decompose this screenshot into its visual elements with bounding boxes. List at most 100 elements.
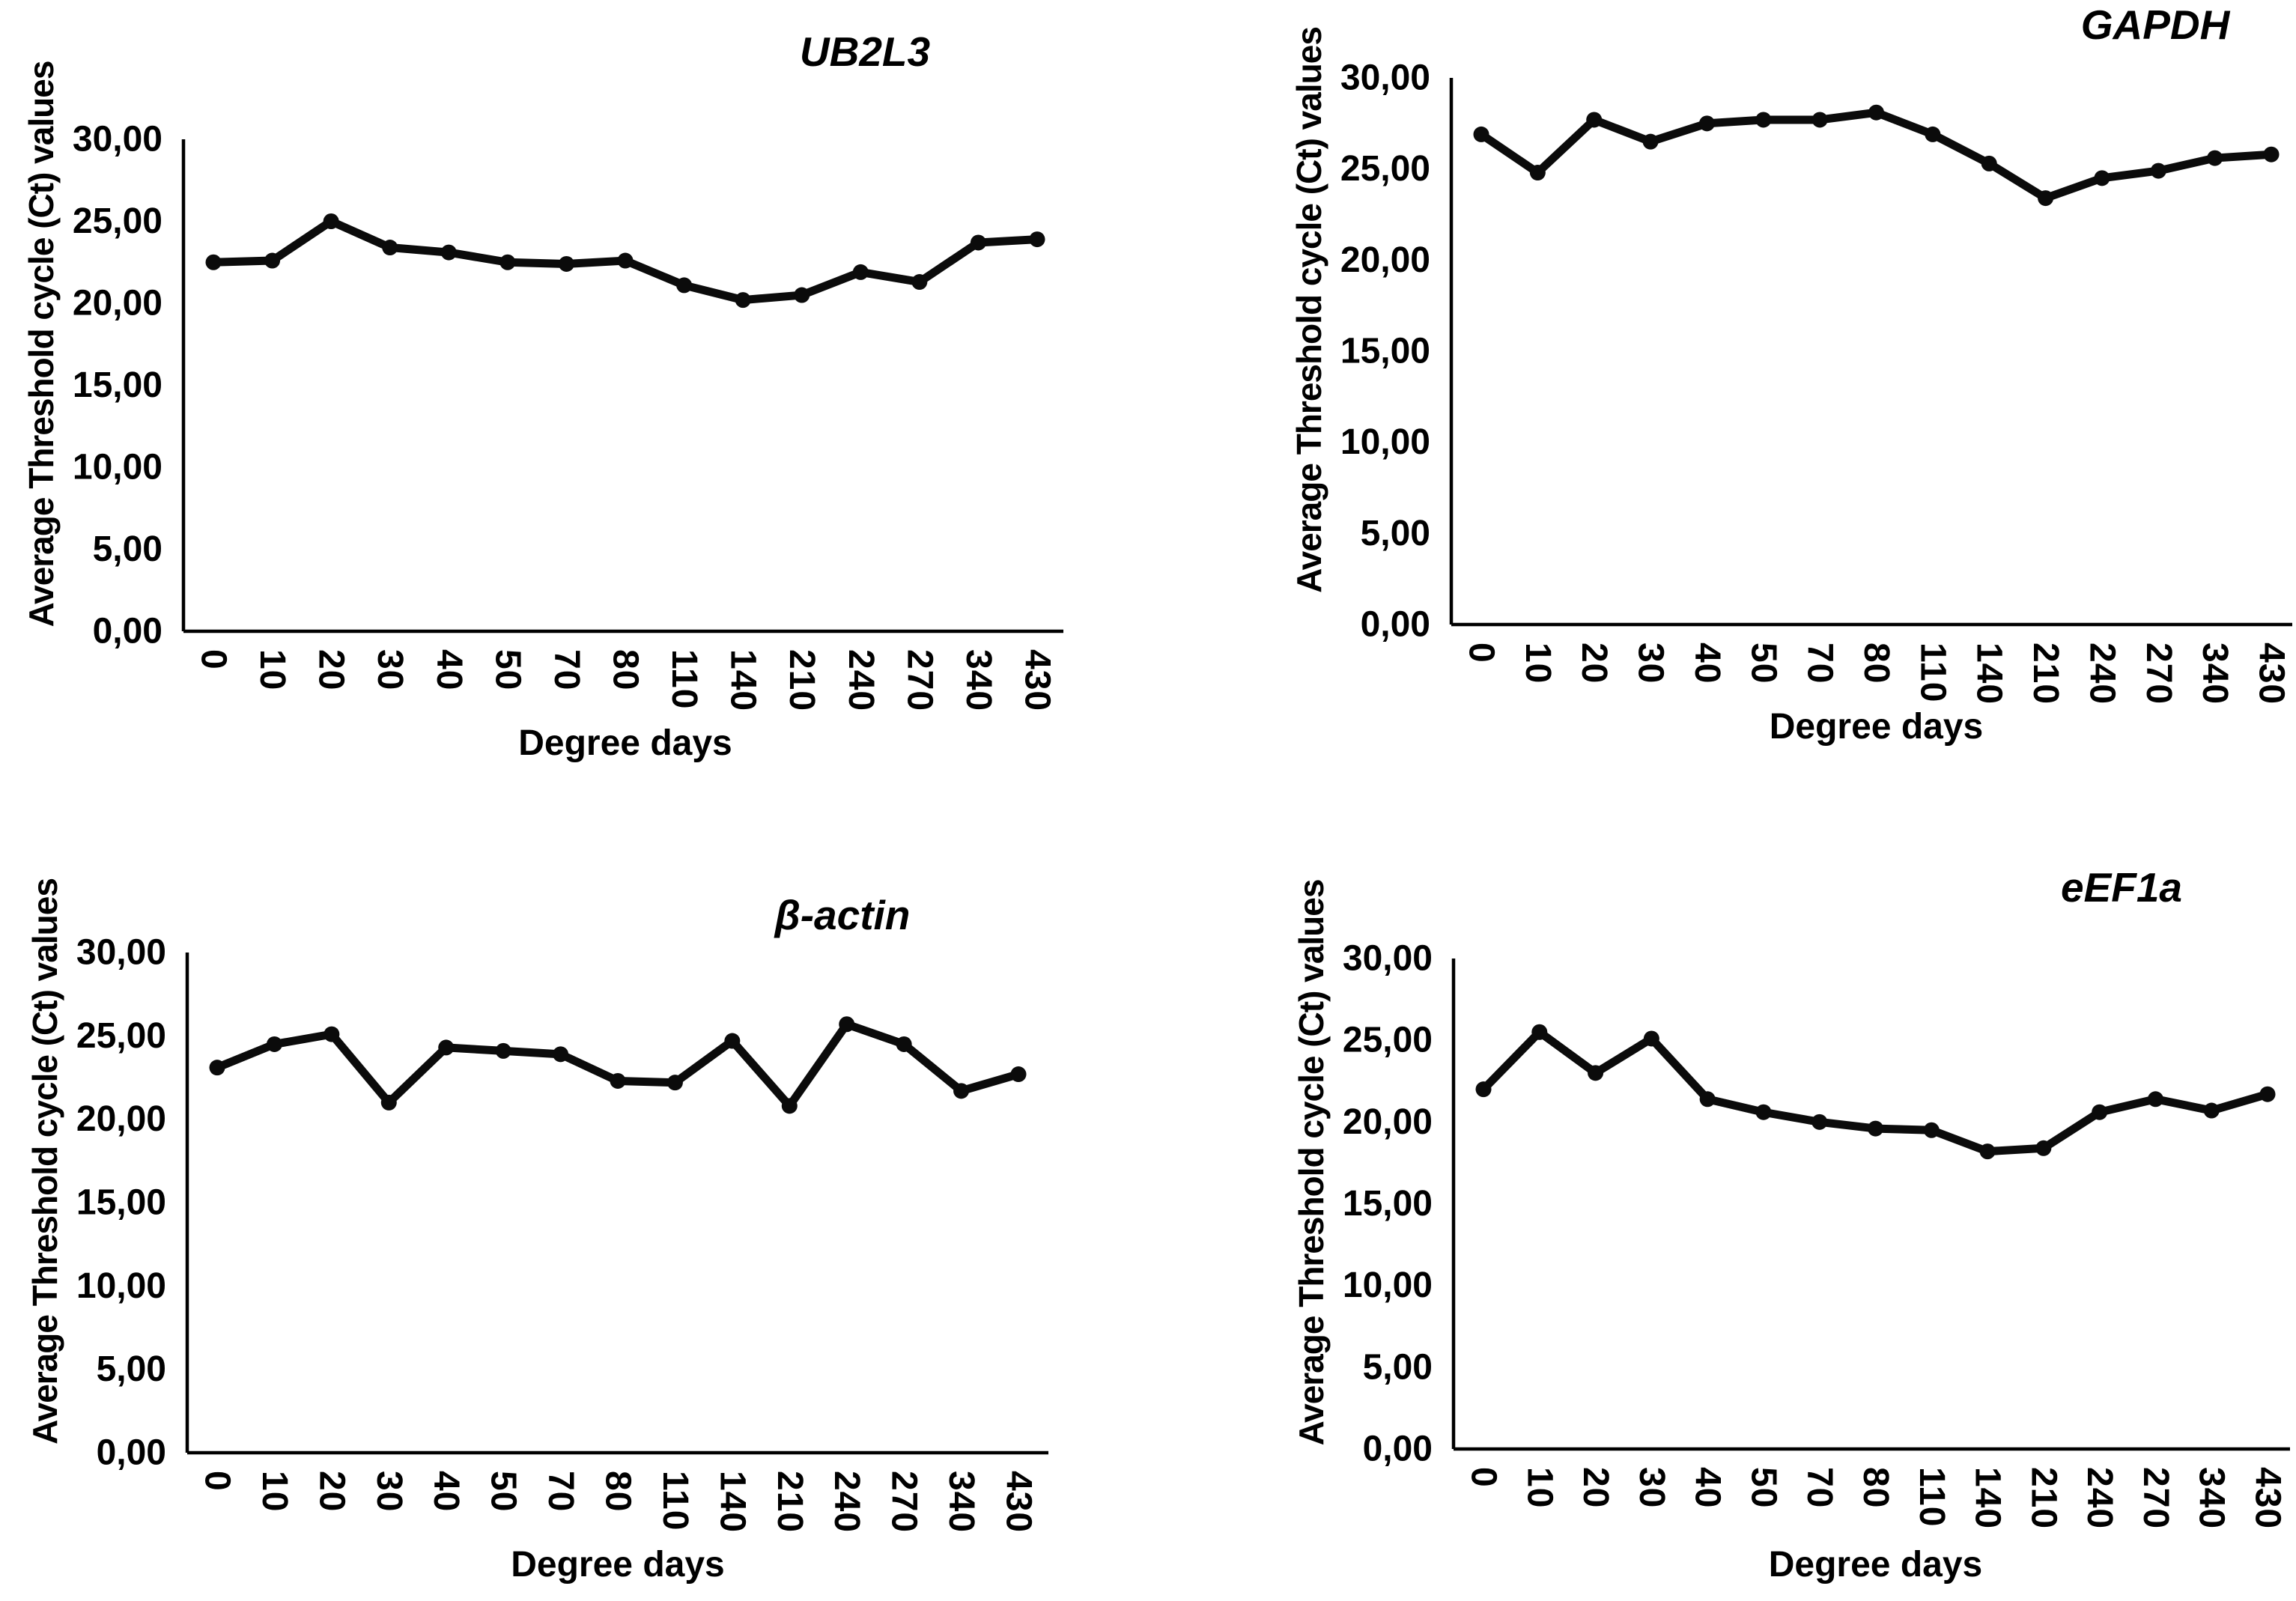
x-tick-label: 20: [1574, 642, 1614, 684]
data-point-marker: [1029, 231, 1045, 248]
data-point-marker: [617, 252, 634, 269]
data-point-marker: [440, 244, 457, 261]
data-point-marker: [1755, 112, 1772, 128]
y-tick-label: 15,00: [73, 365, 163, 405]
data-point-marker: [1923, 1122, 1940, 1138]
x-tick-label: 140: [712, 1471, 752, 1533]
data-point-marker: [896, 1036, 912, 1052]
x-tick-label: 80: [1856, 642, 1896, 684]
y-axis-title: Average Threshold cycle (Ct) values: [25, 878, 64, 1444]
data-point-marker: [1868, 104, 1884, 121]
data-point-marker: [2263, 146, 2280, 162]
data-point-marker: [1642, 133, 1659, 150]
y-tick-label: 10,00: [76, 1266, 166, 1306]
x-tick-label: 240: [2080, 1467, 2119, 1529]
x-tick-label: 110: [664, 649, 704, 709]
x-tick-label: 50: [488, 649, 527, 690]
x-tick-label: 40: [1688, 1467, 1728, 1508]
x-tick-label: 70: [547, 649, 586, 690]
x-tick-label: 270: [2139, 642, 2178, 705]
data-point-marker: [794, 287, 810, 303]
x-tick-label: 10: [1518, 642, 1558, 684]
data-point-marker: [2092, 1104, 2108, 1120]
data-point-marker: [438, 1039, 455, 1056]
y-axis-title: Average Threshold cycle (Ct) values: [1292, 880, 1331, 1446]
data-point-marker: [382, 240, 398, 256]
x-tick-label: 80: [598, 1471, 638, 1512]
line-chart-ub2l3: 30,00 25,00 20,00 15,00 10,00 5,00 0,00 0 10 20 30…: [22, 28, 1063, 763]
data-point-marker: [735, 292, 751, 309]
x-tick-label: 30: [370, 649, 410, 690]
y-tick-label: 20,00: [1343, 1102, 1433, 1142]
data-point-marker: [970, 234, 986, 251]
data-point-marker: [324, 1026, 340, 1042]
data-point-marker: [323, 213, 339, 229]
data-point-marker: [266, 1036, 282, 1052]
data-point-marker: [2203, 1102, 2220, 1119]
x-tick-label: 240: [827, 1471, 866, 1533]
data-point-marker: [781, 1098, 798, 1114]
chart-panel-beta-actin: 30,00 25,00 20,00 15,00 10,00 5,00 0,00 0 10 20 30…: [0, 800, 1148, 1601]
x-tick-label: 340: [941, 1471, 981, 1533]
y-tick-label: 25,00: [76, 1016, 166, 1056]
data-point-marker: [852, 264, 869, 280]
data-point-marker: [2038, 190, 2054, 207]
x-axis-title: Degree days: [518, 723, 732, 763]
data-point-marker: [1755, 1104, 1772, 1120]
x-tick-label: 430: [2248, 1467, 2288, 1529]
data-point-marker: [1010, 1066, 1027, 1083]
data-point-marker: [495, 1042, 511, 1059]
y-tick-label: 20,00: [76, 1099, 166, 1139]
data-point-marker: [839, 1016, 855, 1033]
x-tick-label: 340: [2192, 1467, 2232, 1529]
x-tick-label: 50: [1743, 1467, 1783, 1508]
data-point-marker: [1643, 1030, 1659, 1047]
y-tick-label: 30,00: [76, 933, 166, 973]
x-tick-label: 430: [1018, 649, 1057, 711]
data-point-marker: [1586, 112, 1603, 128]
data-point-marker: [953, 1083, 970, 1099]
x-tick-label: 40: [429, 649, 469, 690]
y-tick-label: 20,00: [73, 284, 163, 323]
x-tick-label: 270: [2136, 1467, 2175, 1529]
y-tick-label: 15,00: [1343, 1184, 1433, 1224]
data-point-marker: [1979, 1143, 1996, 1160]
x-tick-label: 10: [252, 649, 292, 690]
x-tick-label: 10: [1519, 1467, 1559, 1508]
data-point-marker: [380, 1094, 397, 1111]
data-point-marker: [676, 277, 693, 294]
x-tick-label: 140: [1969, 642, 2009, 705]
line-chart-gapdh: 30,00 25,00 20,00 15,00 10,00 5,00 0,00 0 10 20 30…: [1290, 1, 2292, 747]
data-point-marker: [1475, 1081, 1492, 1098]
data-point-marker: [1925, 126, 1941, 142]
x-tick-label: 210: [770, 1471, 810, 1533]
data-point-marker: [666, 1075, 683, 1091]
x-tick-label: 270: [899, 649, 939, 711]
series-line: [1477, 108, 2276, 203]
chart-title: UB2L3: [800, 28, 930, 75]
x-tick-label: 430: [2252, 642, 2292, 705]
data-point-marker: [1529, 165, 1546, 181]
y-tick-label: 30,00: [1343, 939, 1433, 979]
y-tick-label: 5,00: [93, 529, 163, 569]
x-axis-title: Degree days: [1769, 1545, 1983, 1585]
y-tick-label: 15,00: [1340, 332, 1430, 371]
x-tick-label: 0: [198, 1471, 237, 1492]
y-tick-label: 25,00: [1343, 1021, 1433, 1060]
x-tick-label: 210: [782, 649, 821, 711]
y-tick-label: 30,00: [1340, 58, 1430, 98]
data-point-marker: [1868, 1120, 1883, 1137]
data-point-marker: [911, 274, 928, 291]
data-point-marker: [2035, 1140, 2052, 1156]
y-tick-label: 25,00: [1340, 149, 1430, 189]
x-tick-label: 20: [312, 649, 351, 690]
x-tick-label: 50: [1743, 642, 1783, 684]
x-tick-label: 270: [884, 1471, 924, 1533]
x-tick-label: 30: [369, 1471, 409, 1512]
x-tick-label: 40: [1687, 642, 1727, 684]
data-point-marker: [1811, 112, 1828, 128]
data-point-marker: [1531, 1024, 1548, 1040]
data-point-marker: [1811, 1114, 1828, 1130]
